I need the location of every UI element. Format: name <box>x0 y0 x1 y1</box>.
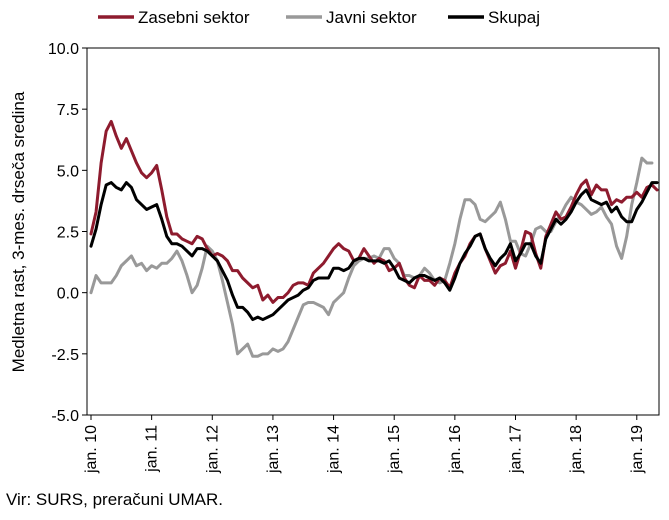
y-tick-label: 2.5 <box>57 225 79 242</box>
x-tick-label: jan. 12 <box>204 425 221 474</box>
x-tick-label: jan. 11 <box>144 425 161 473</box>
x-tick-label: jan. 19 <box>629 425 646 474</box>
series-line-skupaj <box>89 181 659 322</box>
legend-item-zasebni-sektor: Zasebni sektor <box>98 8 250 27</box>
legend-item-skupaj: Skupaj <box>448 8 540 27</box>
x-tick-label: jan. 17 <box>508 425 525 474</box>
legend-label: Skupaj <box>488 8 540 27</box>
y-axis-title: Medletna rast, 3-mes. drseča sredina <box>9 91 28 372</box>
legend-label: Zasebni sektor <box>138 8 250 27</box>
x-tick-label: jan. 14 <box>326 425 343 474</box>
x-tick-label: jan. 13 <box>265 425 282 474</box>
plot-frame <box>86 47 660 416</box>
y-tick-label: -5.0 <box>51 408 79 425</box>
x-tick-label: jan. 15 <box>386 425 403 474</box>
y-tick-label: -2.5 <box>51 347 79 364</box>
x-tick-label: jan. 16 <box>447 425 464 474</box>
legend-label: Javni sektor <box>326 8 417 27</box>
legend-item-javni-sektor: Javni sektor <box>286 8 417 27</box>
y-tick-label: 0.0 <box>57 286 79 303</box>
y-tick-label: 7.5 <box>57 102 79 119</box>
y-tick-label: 5.0 <box>57 163 79 180</box>
source-note: Vir: SURS, preračuni UMAR. <box>6 490 223 509</box>
y-tick-label: 10.0 <box>48 41 79 58</box>
series-line-zasebni-sektor <box>89 119 659 304</box>
x-tick-label: jan. 10 <box>83 425 100 474</box>
x-tick-label: jan. 18 <box>568 425 585 474</box>
